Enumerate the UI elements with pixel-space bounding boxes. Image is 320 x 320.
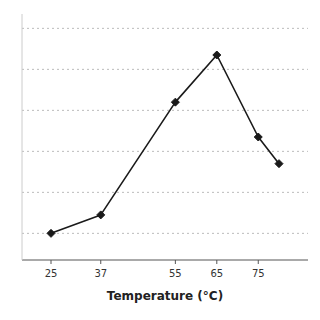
grid-line (22, 192, 308, 193)
y-axis-line (22, 14, 23, 260)
grid-line (22, 233, 308, 234)
x-tick-label: 65 (210, 268, 223, 279)
point (171, 98, 179, 106)
x-tick (51, 260, 52, 264)
grid-line (22, 110, 308, 111)
x-tick-label: 25 (45, 268, 58, 279)
line (51, 55, 279, 233)
x-tick (175, 260, 176, 264)
chart-container: 25 37 55 65 75 Temperature (°C) (0, 0, 320, 320)
x-tick-label: 37 (94, 268, 107, 279)
point (275, 160, 283, 168)
x-tick-label: 55 (169, 268, 182, 279)
x-tick (216, 260, 217, 264)
grid-line (22, 69, 308, 70)
x-tick (100, 260, 101, 264)
chart: 25 37 55 65 75 Temperature (°C) (0, 0, 320, 320)
plot-area (47, 51, 283, 237)
grid-line (22, 151, 308, 152)
x-tick-label: 75 (252, 268, 265, 279)
x-axis-label: Temperature (°C) (107, 289, 223, 303)
point (97, 211, 105, 219)
point (254, 133, 262, 141)
x-tick (258, 260, 259, 264)
x-axis-line (22, 260, 308, 261)
grid-line (22, 28, 308, 29)
point (213, 51, 221, 59)
point (47, 229, 55, 237)
grid (22, 28, 308, 233)
